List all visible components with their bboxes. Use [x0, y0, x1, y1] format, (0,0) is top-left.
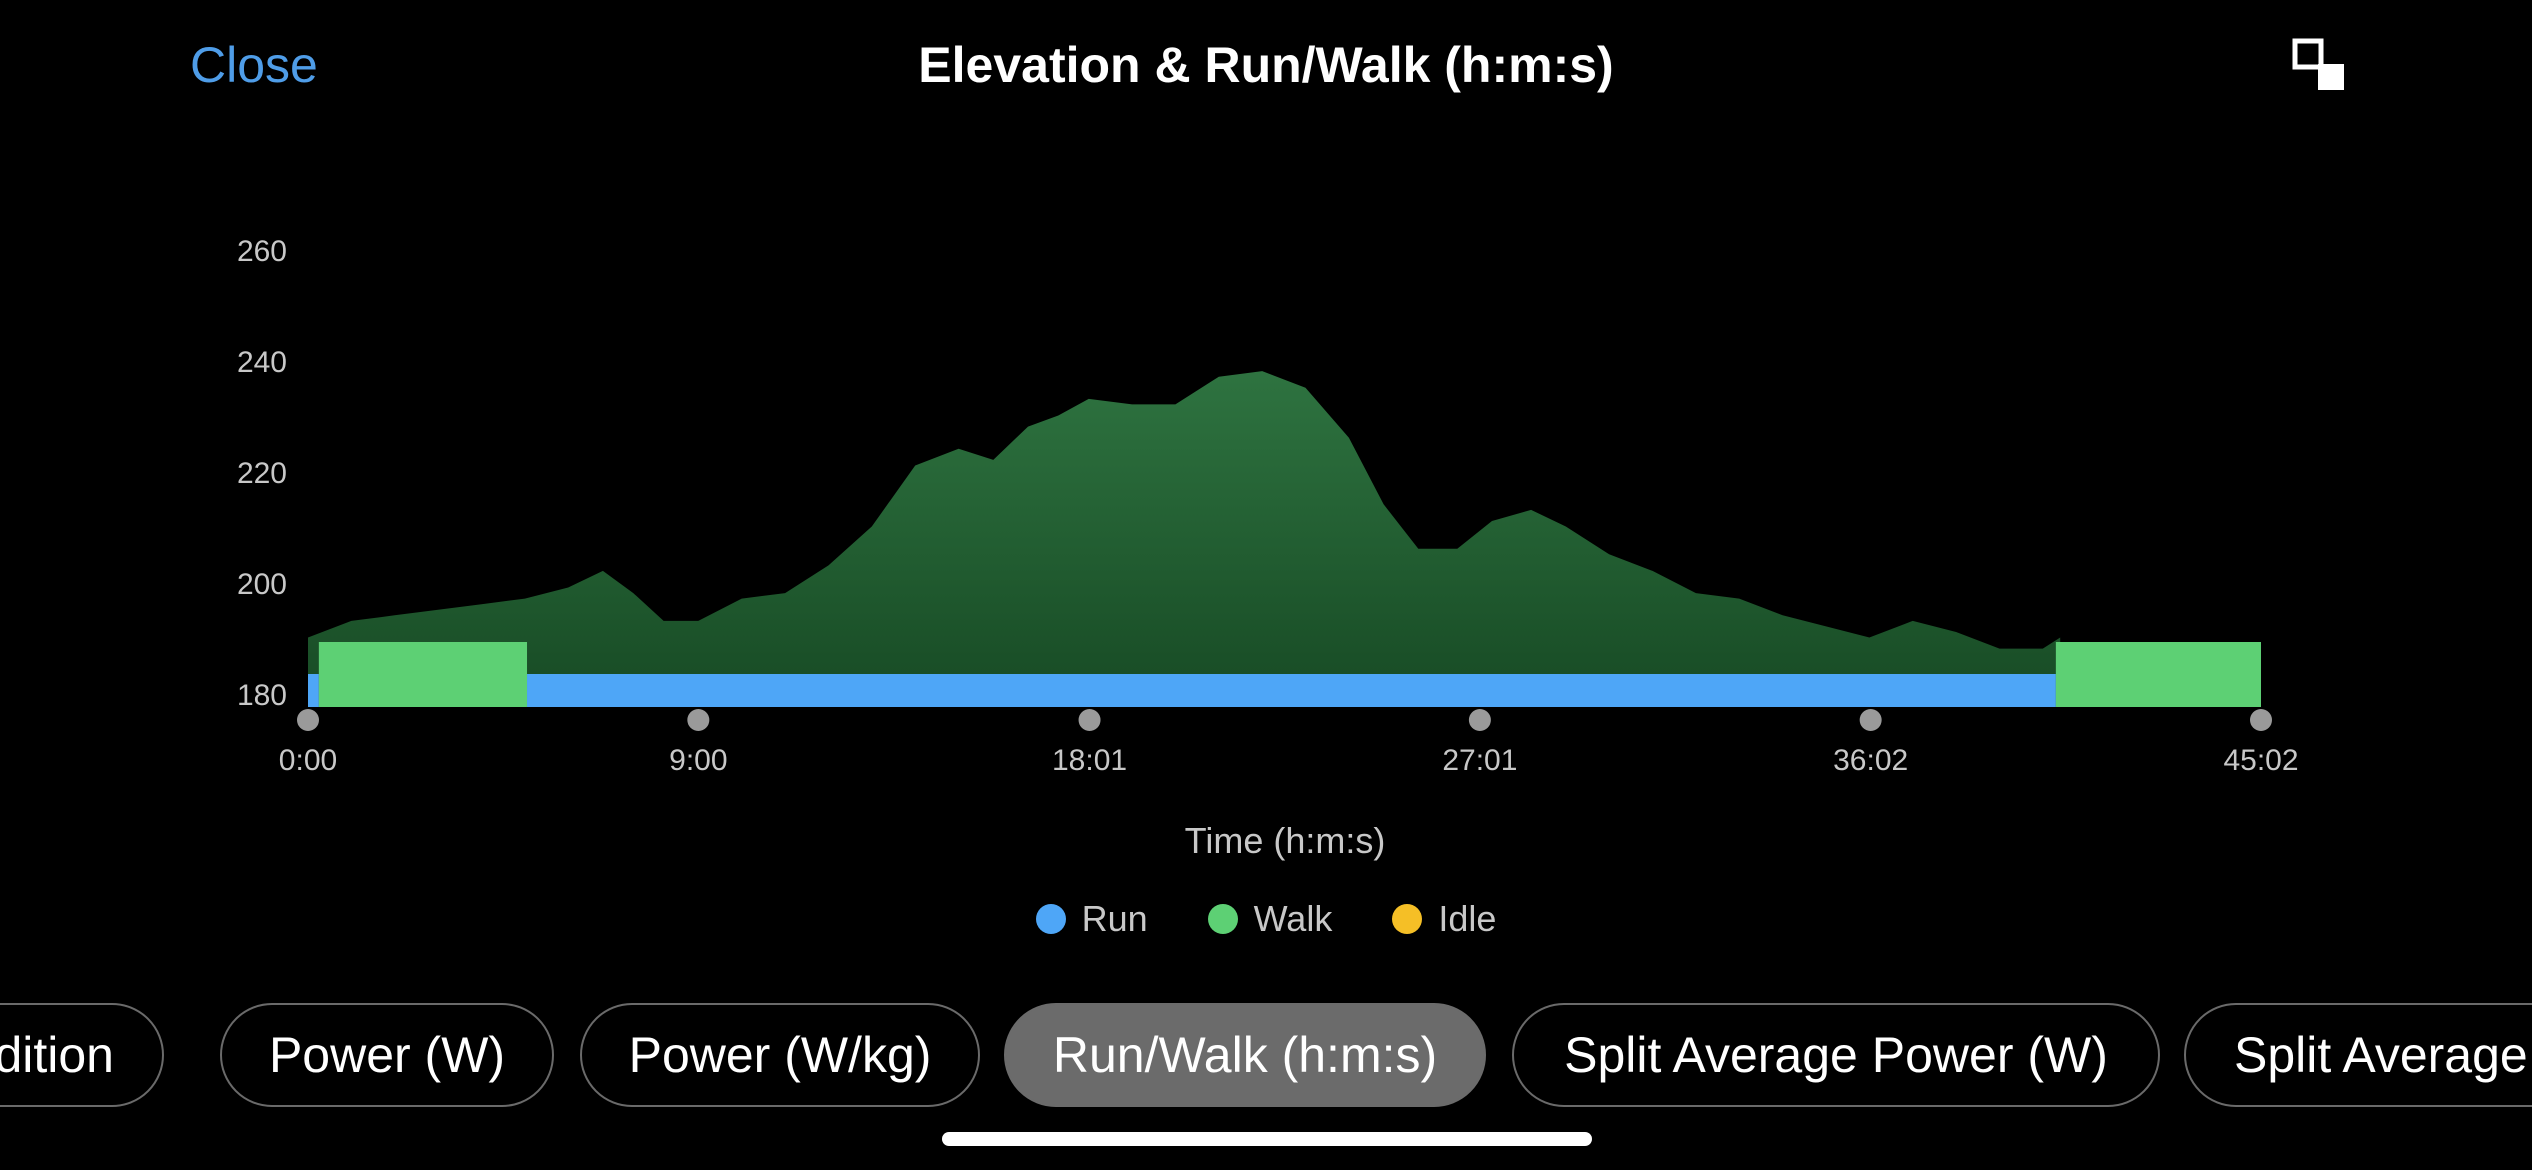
x-tick-label: 9:00 — [669, 744, 727, 777]
legend-item-idle: Idle — [1392, 898, 1496, 940]
tab-split-average-power-wkg[interactable]: Split Average Power (W/kg) — [2184, 1003, 2532, 1107]
page-title: Elevation & Run/Walk (h:m:s) — [918, 37, 1614, 93]
y-tick-label: 260 — [237, 235, 287, 268]
collapse-fullscreen-icon[interactable] — [2292, 38, 2346, 92]
tab-run-walk[interactable]: Run/Walk (h:m:s) — [1004, 1003, 1486, 1107]
y-tick-label: 240 — [237, 346, 287, 379]
y-tick-label: 200 — [237, 568, 287, 601]
x-axis-title: Time (h:m:s) — [1184, 820, 1386, 861]
x-tick-marker — [1468, 709, 1491, 731]
legend-label-walk: Walk — [1253, 898, 1333, 939]
x-tick-label: 0:00 — [279, 744, 337, 777]
legend-item-run: Run — [1035, 898, 1148, 940]
legend: Run Walk Idle — [0, 898, 2532, 940]
legend-item-walk: Walk — [1207, 898, 1333, 940]
legend-label-run: Run — [1081, 898, 1148, 939]
tab-power-wkg[interactable]: Power (W/kg) — [580, 1003, 980, 1107]
segment-run — [308, 674, 319, 707]
elevation-area — [308, 371, 2061, 707]
x-tick-marker — [1859, 709, 1882, 731]
x-tick-label: 18:01 — [1052, 744, 1127, 777]
x-tick-label: 27:01 — [1442, 744, 1517, 777]
y-tick-label: 180 — [237, 679, 287, 712]
x-tick-label: 45:02 — [2223, 744, 2298, 777]
tab-split-average-power-w[interactable]: Split Average Power (W) — [1512, 1003, 2160, 1107]
segment-walk — [2055, 642, 2261, 707]
segment-run — [527, 674, 2056, 707]
close-button[interactable]: Close — [190, 37, 318, 93]
elevation-chart: 180 200 220 240 260 0:00 9:00 18:01 27:01 36:02 4… — [237, 235, 2299, 777]
home-indicator[interactable] — [942, 1132, 1592, 1146]
legend-swatch-idle — [1392, 904, 1423, 934]
legend-swatch-walk — [1207, 904, 1238, 934]
x-tick-marker — [297, 709, 319, 731]
legend-swatch-run — [1035, 904, 1066, 934]
y-tick-label: 220 — [237, 457, 287, 490]
legend-label-idle: Idle — [1438, 898, 1497, 939]
segment-walk — [318, 642, 528, 707]
x-tick-label: 36:02 — [1833, 744, 1908, 777]
x-tick-marker — [2250, 709, 2272, 731]
x-tick-marker — [1078, 709, 1101, 731]
tab-power-w[interactable]: Power (W) — [220, 1003, 554, 1107]
tab-condition[interactable]: Condition — [0, 1003, 164, 1107]
x-tick-marker — [687, 709, 710, 731]
